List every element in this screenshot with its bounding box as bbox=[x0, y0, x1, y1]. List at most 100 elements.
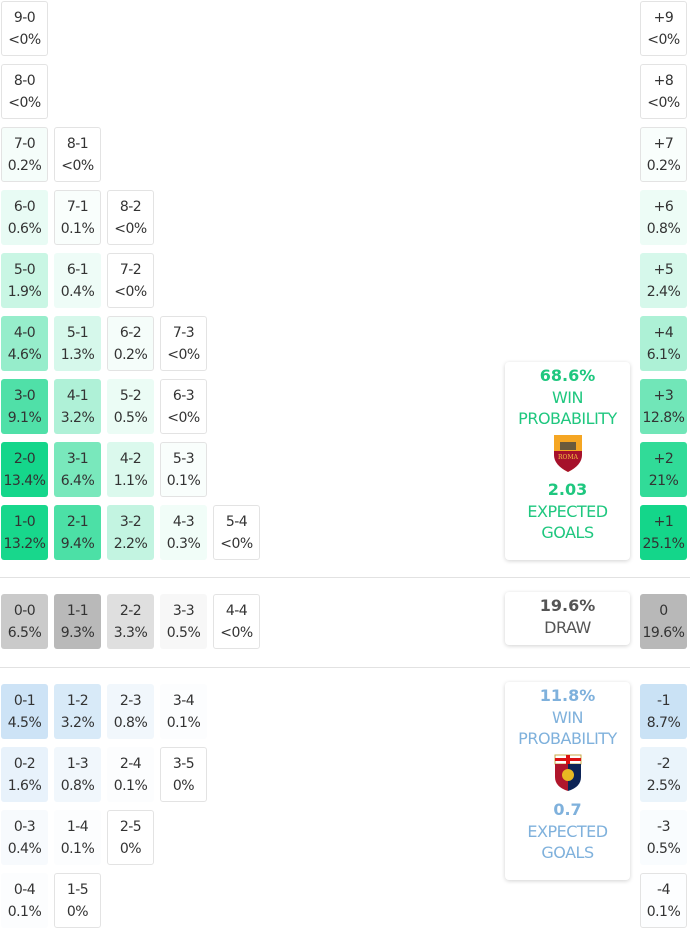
svg-text:ROMA: ROMA bbox=[558, 454, 579, 461]
margin-cell-home: +7 0.2% bbox=[640, 127, 687, 182]
probability-value: <0% bbox=[647, 32, 680, 48]
score-label: -4 bbox=[657, 882, 670, 898]
score-cell-away: 2-3 0.8% bbox=[107, 684, 154, 739]
score-label: 0 bbox=[659, 603, 668, 619]
score-label: 5-0 bbox=[13, 262, 36, 278]
score-cell-home: 8-2 <0% bbox=[107, 190, 154, 245]
probability-value: 2.5% bbox=[646, 778, 681, 794]
probability-value: 8.7% bbox=[646, 715, 681, 731]
score-label: 7-0 bbox=[13, 136, 36, 152]
score-label: 2-3 bbox=[119, 693, 142, 709]
score-label: 9-0 bbox=[13, 10, 36, 26]
score-cell-away: 0-2 1.6% bbox=[1, 747, 48, 802]
score-cell-draw: 4-4 <0% bbox=[213, 594, 260, 649]
score-cell-home: 8-0 <0% bbox=[1, 64, 48, 119]
probability-value: 1.6% bbox=[7, 778, 42, 794]
score-label: 0-4 bbox=[13, 882, 36, 898]
probability-value: 0.4% bbox=[60, 284, 95, 300]
score-label: 3-0 bbox=[13, 388, 36, 404]
score-label: -1 bbox=[657, 693, 670, 709]
draw-card: 19.6% DRAW bbox=[505, 592, 630, 645]
score-label: 2-0 bbox=[13, 451, 36, 467]
probability-value: 13.4% bbox=[3, 473, 46, 489]
probability-value: 0.1% bbox=[7, 904, 42, 920]
score-cell-draw: 1-1 9.3% bbox=[54, 594, 101, 649]
probability-value: 13.2% bbox=[3, 536, 46, 552]
probability-value: <0% bbox=[220, 625, 253, 641]
score-label: +3 bbox=[653, 388, 674, 404]
score-label: 0-2 bbox=[13, 756, 36, 772]
probability-value: <0% bbox=[167, 410, 200, 426]
probability-value: 12.8% bbox=[642, 410, 685, 426]
margin-cell-away: -2 2.5% bbox=[640, 747, 687, 802]
probability-value: 0% bbox=[66, 904, 89, 920]
probability-value: 2.2% bbox=[113, 536, 148, 552]
score-cell-home: 9-0 <0% bbox=[1, 1, 48, 56]
score-label: 2-1 bbox=[66, 514, 89, 530]
score-label: -3 bbox=[657, 819, 670, 835]
probability-value: 0.2% bbox=[7, 158, 42, 174]
score-label: +6 bbox=[653, 199, 674, 215]
probability-value: <0% bbox=[61, 158, 94, 174]
score-label: 4-1 bbox=[66, 388, 89, 404]
score-label: 4-0 bbox=[13, 325, 36, 341]
probability-value: 0.1% bbox=[113, 778, 148, 794]
score-label: 8-2 bbox=[119, 199, 142, 215]
probability-value: <0% bbox=[114, 221, 147, 237]
score-label: 5-3 bbox=[172, 451, 195, 467]
probability-value: 4.6% bbox=[7, 347, 42, 363]
score-label: 4-4 bbox=[225, 603, 248, 619]
probability-value: 0% bbox=[172, 778, 195, 794]
roma-crest-icon: ROMA bbox=[505, 429, 630, 479]
probability-value: 0.5% bbox=[646, 841, 681, 857]
away-xg: 0.7 bbox=[553, 800, 582, 819]
probability-value: 0.5% bbox=[113, 410, 148, 426]
score-label: 3-5 bbox=[172, 756, 195, 772]
score-cell-home: 4-3 0.3% bbox=[160, 505, 207, 560]
probability-value: 6.1% bbox=[646, 347, 681, 363]
score-cell-home: 5-1 1.3% bbox=[54, 316, 101, 371]
probability-value: 6.4% bbox=[60, 473, 95, 489]
probability-value: 0.1% bbox=[60, 221, 95, 237]
probability-value: 1.9% bbox=[7, 284, 42, 300]
score-label: 5-4 bbox=[225, 514, 248, 530]
home-xg-label: EXPECTED bbox=[527, 502, 608, 521]
away-win-pct: 11.8% bbox=[539, 686, 596, 705]
score-label: -2 bbox=[657, 756, 670, 772]
score-label: 1-1 bbox=[66, 603, 89, 619]
score-label: 3-4 bbox=[172, 693, 195, 709]
margin-cell-away: -3 0.5% bbox=[640, 810, 687, 865]
margin-cell-away: -1 8.7% bbox=[640, 684, 687, 739]
score-cell-away: 1-2 3.2% bbox=[54, 684, 101, 739]
probability-value: 0.1% bbox=[646, 904, 681, 920]
probability-value: 4.5% bbox=[7, 715, 42, 731]
score-label: 5-2 bbox=[119, 388, 142, 404]
score-cell-home: 5-3 0.1% bbox=[160, 442, 207, 497]
away-xg-label: EXPECTED bbox=[527, 822, 608, 841]
margin-cell-home: +3 12.8% bbox=[640, 379, 687, 434]
divider bbox=[0, 667, 690, 668]
score-cell-draw: 3-3 0.5% bbox=[160, 594, 207, 649]
margin-cell-home: +8 <0% bbox=[640, 64, 687, 119]
home-xg: 2.03 bbox=[547, 480, 588, 499]
margin-cell-away: -4 0.1% bbox=[640, 873, 687, 928]
probability-value: <0% bbox=[167, 347, 200, 363]
score-cell-away: 0-3 0.4% bbox=[1, 810, 48, 865]
score-label: 2-5 bbox=[119, 819, 142, 835]
score-label: +5 bbox=[653, 262, 674, 278]
probability-value: 0.1% bbox=[166, 715, 201, 731]
probability-value: 0% bbox=[119, 841, 142, 857]
score-cell-home: 7-2 <0% bbox=[107, 253, 154, 308]
home-xg-label: GOALS bbox=[541, 523, 594, 542]
score-cell-home: 7-1 0.1% bbox=[54, 190, 101, 245]
home-win-pct: 68.6% bbox=[539, 366, 596, 385]
home-win-card: 68.6% WIN PROBABILITY ROMA 2.03 EXPECTED… bbox=[505, 362, 630, 560]
margin-cell-home: +9 <0% bbox=[640, 1, 687, 56]
score-label: 8-1 bbox=[66, 136, 89, 152]
away-win-card: 11.8% WIN PROBABILITY 0.7 EXPECTED GOALS bbox=[505, 682, 630, 880]
probability-value: 0.1% bbox=[166, 473, 201, 489]
score-label: 1-2 bbox=[66, 693, 89, 709]
score-label: 0-1 bbox=[13, 693, 36, 709]
score-label: 7-3 bbox=[172, 325, 195, 341]
